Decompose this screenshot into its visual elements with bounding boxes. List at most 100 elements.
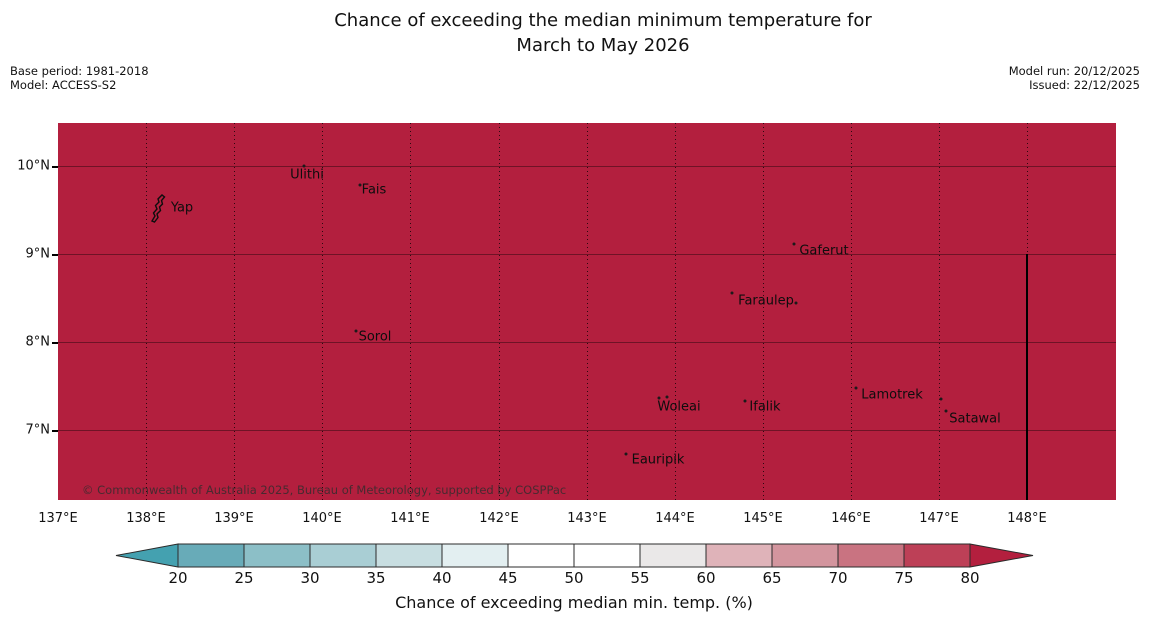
island-label: Gaferut — [799, 243, 849, 259]
x-tick-label: 142°E — [479, 511, 519, 526]
meridian-gridline — [763, 123, 764, 500]
island-marker-dot — [939, 397, 943, 401]
colorbar-tick-label: 65 — [762, 569, 782, 587]
x-tick-label: 144°E — [655, 511, 695, 526]
colorbar-left-arrow — [115, 543, 179, 568]
model-run-text: Model run: 20/12/2025 — [1008, 64, 1140, 78]
yap-island-shape — [150, 194, 166, 223]
x-tick-label: 137°E — [38, 511, 78, 526]
header-left: Base period: 1981-2018 Model: ACCESS-S2 — [10, 64, 149, 92]
title-line1: Chance of exceeding the median minimum t… — [334, 10, 872, 31]
colorbar-tick-label: 55 — [630, 569, 650, 587]
x-tick-label: 143°E — [567, 511, 607, 526]
colorbar-segment — [507, 543, 575, 568]
x-tick-label: 141°E — [390, 511, 430, 526]
island-label: Yap — [170, 200, 194, 216]
meridian-gridline — [146, 123, 147, 500]
island-label: Ulithi — [290, 167, 324, 183]
colorbar-segment — [309, 543, 377, 568]
island-label: Ifalik — [749, 399, 781, 415]
x-tick-label: 147°E — [919, 511, 959, 526]
meridian-gridline — [499, 123, 500, 500]
island-marker-dot — [944, 409, 948, 413]
colorbar-tick-label: 20 — [168, 569, 188, 587]
x-tick-label: 145°E — [743, 511, 783, 526]
x-tick-label: 148°E — [1007, 511, 1047, 526]
map-canvas: © Commonwealth of Australia 2025, Bureau… — [58, 123, 1116, 500]
copyright-attribution: © Commonwealth of Australia 2025, Bureau… — [82, 483, 567, 497]
colorbar-segment — [177, 543, 245, 568]
x-tick-label: 138°E — [126, 511, 166, 526]
base-period-text: Base period: 1981-2018 — [10, 64, 149, 78]
meridian-gridline — [939, 123, 940, 500]
meridian-gridline — [322, 123, 323, 500]
figure-title: Chance of exceeding the median minimum t… — [153, 8, 1053, 58]
y-tick-mark — [52, 166, 58, 168]
island-marker-dot — [665, 395, 669, 399]
meridian-gridline — [851, 123, 852, 500]
parallel-gridline — [58, 430, 1116, 431]
colorbar-segment — [705, 543, 773, 568]
colorbar-tick-label: 30 — [300, 569, 320, 587]
colorbar-tick-label: 70 — [828, 569, 848, 587]
colorbar-tick-label: 45 — [498, 569, 518, 587]
island-marker-dot — [730, 291, 734, 295]
y-tick-label: 10°N — [17, 158, 50, 174]
colorbar-segment — [375, 543, 443, 568]
island-marker-dot — [358, 183, 362, 187]
colorbar-segment — [771, 543, 839, 568]
island-marker-dot — [657, 396, 661, 400]
model-text: Model: ACCESS-S2 — [10, 77, 117, 92]
colorbar-tick-label: 35 — [366, 569, 386, 587]
colorbar-segment — [639, 543, 707, 568]
x-tick-label: 139°E — [214, 511, 254, 526]
issued-text: Issued: 22/12/2025 — [1029, 77, 1140, 92]
colorbar-segment — [837, 543, 905, 568]
colorbar-tick-label: 40 — [432, 569, 452, 587]
y-tick-label: 8°N — [25, 334, 51, 350]
colorbar-tick-label: 50 — [564, 569, 584, 587]
island-marker-dot — [792, 242, 796, 246]
y-tick-label: 9°N — [25, 246, 51, 262]
island-marker-dot — [302, 164, 306, 168]
y-tick-mark — [52, 254, 58, 256]
x-tick-label: 146°E — [831, 511, 871, 526]
colorbar-tick-label: 75 — [894, 569, 914, 587]
island-marker-dot — [743, 399, 747, 403]
island-marker-dot — [354, 329, 358, 333]
y-tick-mark — [52, 430, 58, 432]
meridian-gridline — [675, 123, 676, 500]
island-label: Satawal — [949, 411, 1001, 427]
region-boundary-line — [1026, 254, 1028, 500]
colorbar-segment — [441, 543, 509, 568]
island-label: Sorol — [358, 329, 392, 345]
colorbar-svg — [115, 543, 1034, 568]
x-tick-label: 140°E — [302, 511, 342, 526]
island-label: Lamotrek — [861, 387, 923, 403]
y-tick-mark — [52, 342, 58, 344]
island-marker-dot — [794, 301, 798, 305]
meridian-gridline — [234, 123, 235, 500]
colorbar-caption: Chance of exceeding median min. temp. (%… — [395, 593, 753, 612]
parallel-gridline — [58, 342, 1116, 343]
island-label: Faraulep — [738, 293, 794, 309]
parallel-gridline — [58, 254, 1116, 255]
colorbar-segment — [573, 543, 641, 568]
header-right: Model run: 20/12/2025 Issued: 22/12/2025 — [1008, 64, 1140, 92]
island-marker-dot — [854, 386, 858, 390]
colorbar-tick-label: 25 — [234, 569, 254, 587]
island-label: Woleai — [657, 399, 701, 415]
island-marker-dot — [624, 452, 628, 456]
title-line2: March to May 2026 — [516, 35, 690, 56]
colorbar-tick-label: 80 — [960, 569, 980, 587]
colorbar-right-arrow — [969, 543, 1034, 568]
colorbar-segment — [903, 543, 971, 568]
colorbar-tick-label: 60 — [696, 569, 716, 587]
island-label: Eauripik — [631, 452, 685, 468]
island-label: Fais — [361, 182, 387, 198]
parallel-gridline — [58, 166, 1116, 167]
meridian-gridline — [410, 123, 411, 500]
colorbar-segment — [243, 543, 311, 568]
y-tick-label: 7°N — [25, 422, 51, 438]
